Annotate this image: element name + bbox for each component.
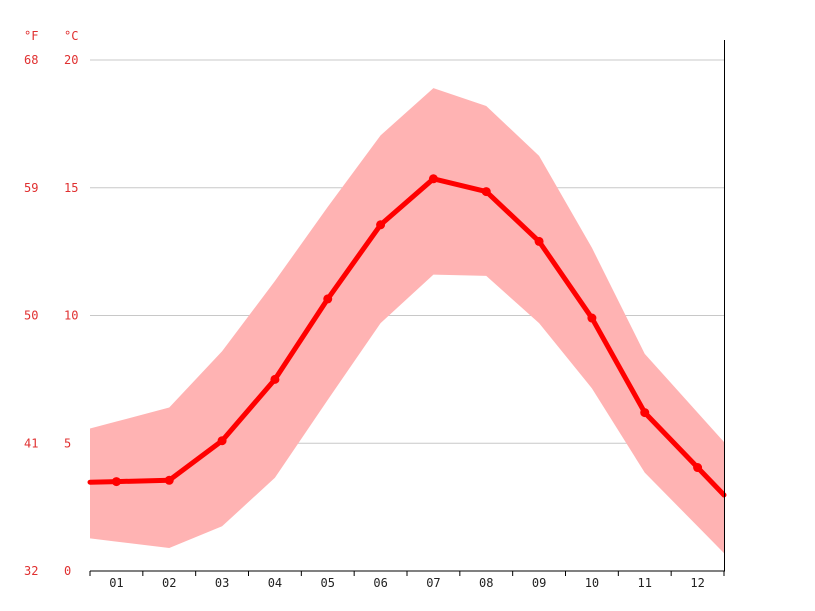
axis-layer: 01 02 03 04 05 06 07 08 09 10 11 12 (89, 40, 725, 590)
mean-point-01 (111, 477, 121, 487)
mean-point-08 (481, 187, 491, 197)
mean-point-06 (376, 220, 386, 230)
y-tick-label-celsius: 20 (64, 53, 78, 67)
mean-point-07 (428, 174, 438, 184)
x-tick-label-12: 12 (690, 576, 704, 590)
x-tick-label-03: 03 (215, 576, 229, 590)
celsius-unit-label: °C (64, 29, 78, 43)
mean-point-09 (534, 236, 544, 246)
y-tick-label-fahrenheit: 50 (24, 309, 38, 323)
x-tick-label-08: 08 (479, 576, 493, 590)
x-tick-label-05: 05 (321, 576, 335, 590)
y-tick-label-fahrenheit: 59 (24, 181, 38, 195)
y-tick-label-celsius: 10 (64, 309, 78, 323)
mean-point-03 (217, 436, 227, 446)
mean-point-04 (270, 374, 280, 384)
y-tick-label-celsius: 0 (64, 564, 71, 578)
mean-point-10 (587, 313, 597, 323)
x-tick-label-02: 02 (162, 576, 176, 590)
fahrenheit-unit-label: °F (24, 29, 38, 43)
x-tick-label-04: 04 (268, 576, 282, 590)
temperature-range-band (90, 88, 724, 554)
mean-point-12 (693, 463, 703, 473)
x-tick-label-11: 11 (638, 576, 652, 590)
mean-temperature-points (111, 174, 703, 487)
y-tick-label-fahrenheit: 32 (24, 564, 38, 578)
mean-point-05 (323, 294, 333, 304)
x-tick-label-06: 06 (373, 576, 387, 590)
y-tick-label-celsius: 15 (64, 181, 78, 195)
mean-point-02 (164, 475, 174, 485)
x-tick-label-01: 01 (109, 576, 123, 590)
x-tick-label-10: 10 (585, 576, 599, 590)
mean-point-11 (640, 408, 650, 418)
y-tick-label-celsius: 5 (64, 436, 71, 450)
mean-temperature-line (87, 176, 727, 498)
y-tick-label-fahrenheit: 68 (24, 53, 38, 67)
x-tick-label-07: 07 (426, 576, 440, 590)
x-tick-label-09: 09 (532, 576, 546, 590)
y-tick-label-fahrenheit: 41 (24, 436, 38, 450)
